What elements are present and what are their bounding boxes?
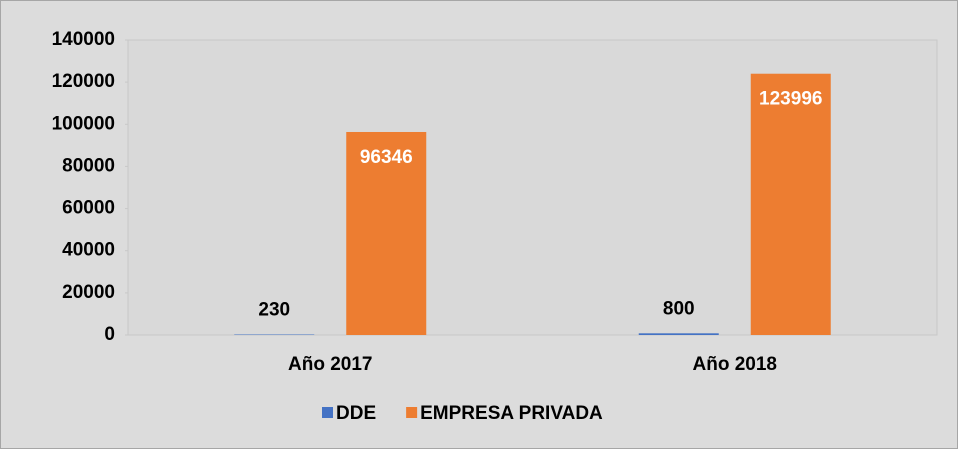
legend-label: EMPRESA PRIVADA	[420, 403, 603, 424]
y-tick-label: 80000	[62, 155, 115, 176]
y-tick-label: 120000	[52, 71, 115, 92]
bar	[638, 333, 719, 335]
data-label: 123996	[759, 89, 822, 110]
y-tick-label: 0	[104, 324, 115, 345]
bar	[750, 73, 831, 335]
data-label: 800	[663, 298, 695, 319]
legend-swatch	[322, 407, 333, 418]
legend-label: DDE	[336, 403, 376, 424]
y-tick-label: 100000	[52, 113, 115, 134]
y-tick-label: 20000	[62, 282, 115, 303]
data-label: 230	[258, 300, 290, 321]
y-tick-label: 40000	[62, 240, 115, 261]
bar	[346, 131, 427, 335]
y-tick-label: 60000	[62, 198, 115, 219]
data-label: 96346	[360, 147, 413, 168]
y-tick-label: 140000	[52, 29, 115, 50]
x-tick-label: Año 2017	[288, 354, 372, 375]
legend-swatch	[406, 407, 418, 418]
x-tick-label: Año 2018	[693, 354, 777, 375]
